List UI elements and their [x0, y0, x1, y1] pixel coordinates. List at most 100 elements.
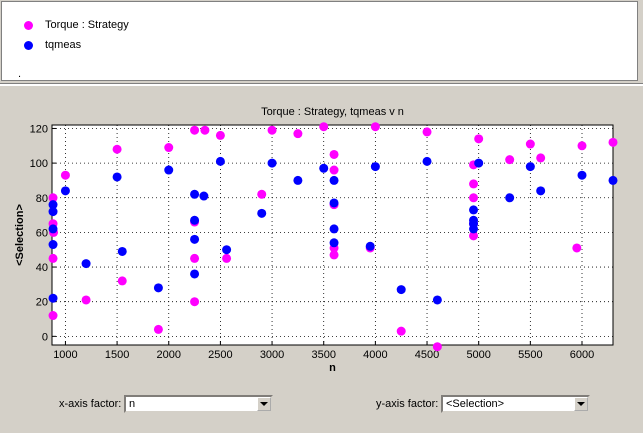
tqmeas-point [190, 215, 200, 225]
y-tick-label: 100 [30, 158, 48, 170]
tqmeas-point [293, 175, 303, 185]
x-tick-label: 5000 [466, 349, 490, 361]
tqmeas-point [474, 158, 484, 168]
y-axis-factor-value: <Selection> [446, 398, 505, 410]
x-axis-label: n [329, 362, 336, 374]
torque-strategy-point [577, 141, 587, 151]
torque-strategy-point [293, 129, 303, 139]
chevron-down-icon [260, 402, 268, 406]
tqmeas-point [432, 295, 442, 305]
tqmeas-point [469, 205, 479, 215]
x-tick-label: 1000 [53, 349, 77, 361]
tqmeas-point [112, 172, 122, 182]
tqmeas-point [81, 259, 91, 269]
tqmeas-point [222, 245, 232, 255]
torque-strategy-point [215, 130, 225, 140]
tqmeas-point [365, 241, 375, 251]
axis-ticks: 1000 1500 2000 2500 3000 3500 4000 4500 5000 5500… [30, 123, 595, 361]
tqmeas-point [525, 162, 535, 172]
legend-item-torque-strategy: Torque : Strategy [24, 17, 129, 33]
tqmeas-point [48, 224, 58, 234]
legend-label: tqmeas [45, 39, 82, 51]
torque-strategy-point [117, 276, 127, 286]
torque-strategy-point [48, 193, 58, 203]
legend-marker-icon [24, 40, 33, 50]
torque-strategy-point [48, 311, 58, 321]
y-axis-label: <Selection> [14, 204, 26, 266]
torque-strategy-point [469, 193, 479, 203]
tqmeas-point [422, 156, 432, 166]
y-axis-factor-label: y-axis factor: [376, 398, 439, 410]
torque-strategy-point [257, 189, 267, 199]
y-tick-label: 120 [30, 123, 48, 135]
tqmeas-point [257, 208, 267, 218]
tqmeas-point [505, 193, 515, 203]
chart-title: Torque : Strategy, tqmeas v n [261, 106, 404, 118]
x-tick-label: 4000 [363, 349, 387, 361]
tqmeas-point [48, 200, 58, 210]
panel-divider [0, 83, 643, 86]
torque-strategy-point [81, 295, 91, 305]
torque-strategy-point [60, 170, 70, 180]
x-axis-factor-select[interactable]: n [124, 395, 273, 413]
torque-strategy-point [329, 149, 339, 159]
y-tick-label: 0 [42, 331, 48, 343]
tqmeas-point [577, 170, 587, 180]
y-tick-label: 80 [36, 193, 48, 205]
data-points [48, 122, 618, 352]
tqmeas-point [190, 234, 200, 244]
torque-strategy-point [572, 243, 582, 253]
x-tick-label: 1500 [105, 349, 129, 361]
torque-strategy-point [190, 253, 200, 263]
torque-strategy-point [608, 137, 618, 147]
torque-strategy-point [469, 179, 479, 189]
tqmeas-point [536, 186, 546, 196]
torque-strategy-point [370, 122, 380, 132]
tqmeas-point [215, 156, 225, 166]
tqmeas-point [117, 246, 127, 256]
legend-item-tqmeas: tqmeas [24, 37, 81, 53]
torque-strategy-point [474, 134, 484, 144]
torque-strategy-point [432, 342, 442, 352]
torque-strategy-point [267, 125, 277, 135]
torque-strategy-point [190, 125, 200, 135]
y-axis-dropdown-button[interactable] [574, 397, 588, 411]
x-axis-dropdown-button[interactable] [257, 397, 271, 411]
tqmeas-point [329, 198, 339, 208]
x-tick-label: 2500 [208, 349, 232, 361]
y-axis-factor-select[interactable]: <Selection> [441, 395, 590, 413]
tqmeas-point [60, 186, 70, 196]
x-tick-label: 2000 [157, 349, 181, 361]
torque-strategy-point [329, 165, 339, 175]
plot-area [52, 125, 613, 345]
y-tick-label: 40 [36, 262, 48, 274]
tqmeas-point [153, 283, 163, 293]
torque-strategy-point [469, 231, 479, 241]
tqmeas-point [370, 162, 380, 172]
legend-panel: Torque : Strategy tqmeas . [1, 1, 638, 81]
legend-trailing-mark: . [18, 68, 22, 80]
x-tick-label: 3500 [311, 349, 335, 361]
tqmeas-point [190, 269, 200, 279]
legend-marker-icon [24, 20, 33, 30]
tqmeas-point [329, 238, 339, 248]
tqmeas-point [267, 158, 277, 168]
x-tick-label: 4500 [415, 349, 439, 361]
tqmeas-point [48, 240, 58, 250]
tqmeas-point [608, 175, 618, 185]
torque-strategy-point [222, 253, 232, 263]
x-tick-label: 5500 [518, 349, 542, 361]
torque-strategy-point [112, 144, 122, 154]
x-tick-label: 6000 [570, 349, 594, 361]
torque-strategy-point [505, 155, 515, 165]
x-axis-factor-label: x-axis factor: [59, 398, 122, 410]
torque-strategy-point [190, 297, 200, 307]
torque-strategy-point [200, 125, 210, 135]
torque-strategy-point [525, 139, 535, 149]
tqmeas-point [199, 191, 209, 201]
tqmeas-point [329, 224, 339, 234]
x-axis-factor-value: n [129, 398, 136, 410]
tqmeas-point [469, 224, 479, 234]
torque-strategy-point [164, 143, 174, 153]
y-tick-label: 20 [36, 297, 48, 309]
